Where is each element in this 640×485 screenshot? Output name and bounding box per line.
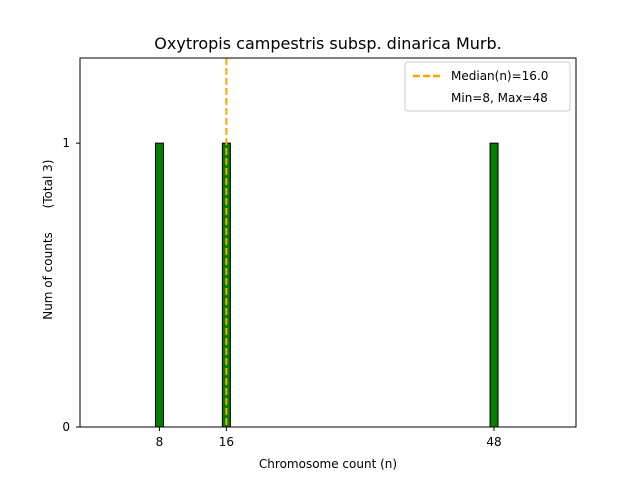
chart-title: Oxytropis campestris subsp. dinarica Mur…: [154, 34, 501, 53]
x-axis-label: Chromosome count (n): [259, 457, 397, 471]
x-ticks: 8 16 48: [156, 427, 502, 449]
legend-box: [404, 61, 571, 112]
bar-8: [154, 142, 164, 428]
y-tick-label-0: 0: [62, 420, 70, 434]
legend: Median(n)=16.0 Min=8, Max=48: [404, 61, 571, 112]
axes-frame: [79, 57, 577, 428]
bar-48: [489, 142, 499, 428]
x-tick-label-16: 16: [219, 435, 234, 449]
legend-median-label: Median(n)=16.0: [451, 69, 548, 83]
x-tick-label-8: 8: [156, 435, 164, 449]
y-axis-label: Num of counts: [41, 232, 55, 320]
y-tick-label-1: 1: [62, 136, 70, 150]
legend-range-label: Min=8, Max=48: [451, 91, 548, 105]
y-ticks: 01: [62, 136, 80, 434]
x-tick-label-48: 48: [486, 435, 501, 449]
y-axis-label-total: (Total 3): [41, 160, 55, 209]
